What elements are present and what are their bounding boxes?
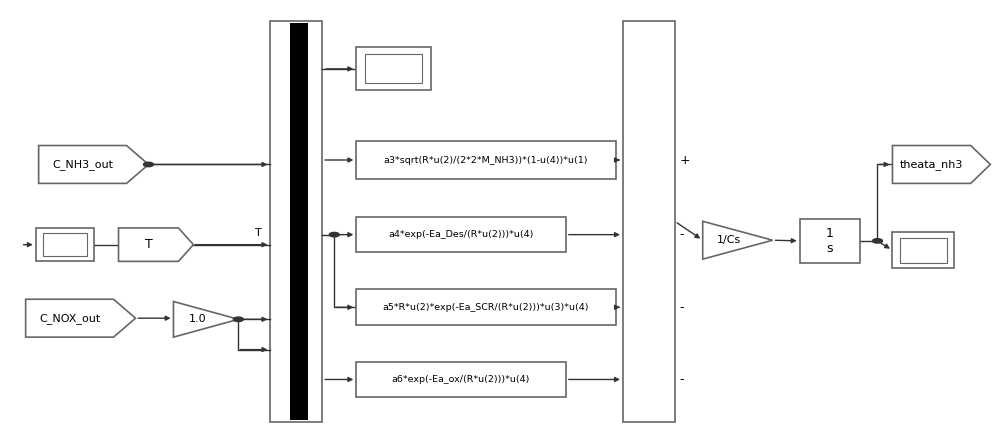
Text: +: + <box>680 153 690 166</box>
Text: a3*sqrt(R*u(2)/(2*2*M_NH3))*(1-u(4))*u(1): a3*sqrt(R*u(2)/(2*2*M_NH3))*(1-u(4))*u(1… <box>384 156 588 164</box>
Bar <box>290 23 308 420</box>
Circle shape <box>143 162 153 167</box>
Text: theata_nh3: theata_nh3 <box>900 159 963 170</box>
Bar <box>36 228 94 261</box>
Circle shape <box>233 317 243 321</box>
Text: 1
s: 1 s <box>826 227 833 255</box>
Bar <box>356 217 566 253</box>
Polygon shape <box>703 221 773 259</box>
Bar <box>43 233 87 257</box>
Circle shape <box>329 232 339 237</box>
Text: -: - <box>680 228 684 241</box>
Bar <box>892 232 954 268</box>
Polygon shape <box>892 146 990 183</box>
Polygon shape <box>119 228 193 261</box>
Bar <box>356 290 616 325</box>
Text: a5*R*u(2)*exp(-Ea_SCR/(R*u(2)))*u(3)*u(4): a5*R*u(2)*exp(-Ea_SCR/(R*u(2)))*u(3)*u(4… <box>383 303 589 312</box>
Text: C_NOX_out: C_NOX_out <box>39 313 100 324</box>
Text: T: T <box>255 228 262 238</box>
Bar <box>365 54 422 84</box>
Bar <box>356 141 616 179</box>
Bar <box>270 21 322 422</box>
Text: a4*exp(-Ea_Des/(R*u(2)))*u(4): a4*exp(-Ea_Des/(R*u(2)))*u(4) <box>388 230 534 239</box>
Text: -: - <box>680 301 684 314</box>
Circle shape <box>872 239 882 243</box>
Text: a6*exp(-Ea_ox/(R*u(2)))*u(4): a6*exp(-Ea_ox/(R*u(2)))*u(4) <box>392 375 530 384</box>
Bar <box>356 362 566 397</box>
Text: 1.0: 1.0 <box>189 314 207 325</box>
Bar <box>623 21 675 422</box>
Polygon shape <box>39 146 148 183</box>
Text: -: - <box>680 373 684 386</box>
Bar <box>900 238 947 263</box>
Text: C_NH3_out: C_NH3_out <box>52 159 113 170</box>
Text: T: T <box>145 238 152 251</box>
Text: 1/Cs: 1/Cs <box>717 235 741 245</box>
Bar <box>800 219 860 263</box>
Bar <box>356 47 431 90</box>
Polygon shape <box>26 299 136 337</box>
Polygon shape <box>173 301 238 337</box>
